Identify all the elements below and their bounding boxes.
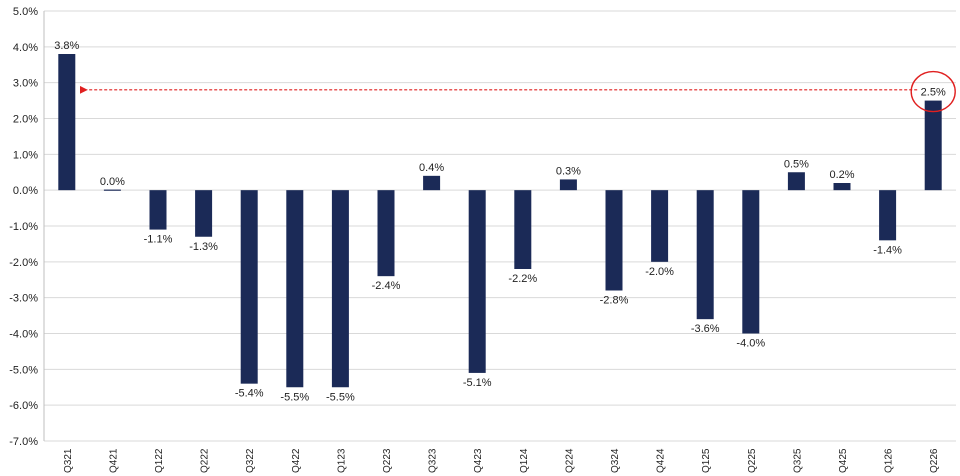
data-label: 0.3%: [556, 165, 581, 177]
data-label: -5.1%: [463, 377, 492, 389]
bar: [103, 189, 121, 191]
bar: [514, 190, 532, 269]
y-tick-label: -4.0%: [9, 329, 38, 341]
x-tick-label: Q224: [564, 448, 575, 473]
x-tick-label: Q424: [656, 448, 667, 473]
x-tick-label: Q322: [245, 448, 256, 473]
data-label: -2.0%: [645, 266, 674, 278]
x-axis: Q321 Q421 Q122 Q222 Q322 Q422 Q123 Q223 Q323 Q423…: [63, 448, 940, 473]
x-tick-label: Q421: [108, 448, 119, 473]
data-label: -1.1%: [144, 234, 173, 246]
x-tick-label: Q323: [428, 448, 439, 473]
bar: [559, 179, 577, 191]
x-tick-label: Q123: [336, 448, 347, 473]
y-axis: 5.0% 4.0% 3.0% 2.0% 1.0% 0.0% -1.0% -2.0% -3.0% -…: [9, 6, 45, 448]
data-label: 2.5%: [921, 87, 946, 99]
bar: [468, 190, 486, 373]
x-tick-label: Q126: [884, 448, 895, 473]
y-tick-label: 0.0%: [13, 185, 38, 197]
bar: [423, 175, 441, 191]
data-label: -1.3%: [189, 241, 218, 253]
bar: [377, 190, 395, 277]
y-tick-label: -5.0%: [9, 364, 38, 376]
y-tick-label: 2.0%: [13, 114, 38, 126]
x-tick-label: Q125: [701, 448, 712, 473]
y-tick-label: -6.0%: [9, 400, 38, 412]
y-tick-label: -3.0%: [9, 293, 38, 305]
bar: [879, 190, 897, 241]
bar: [58, 54, 76, 191]
x-tick-label: Q423: [473, 448, 484, 473]
data-label: -5.4%: [235, 388, 264, 400]
data-label: 0.5%: [784, 158, 809, 170]
data-label: 0.0%: [100, 176, 125, 188]
data-label: -1.4%: [873, 244, 902, 256]
bar: [924, 100, 942, 191]
bar: [240, 190, 258, 384]
highlight-circle: [910, 70, 956, 113]
y-tick-label: -1.0%: [9, 221, 38, 233]
bars: [58, 54, 942, 388]
x-tick-label: Q321: [63, 448, 74, 473]
bar: [605, 190, 623, 291]
data-label: -5.5%: [280, 391, 309, 403]
data-label: -2.8%: [600, 295, 629, 307]
data-label: 0.4%: [419, 162, 444, 174]
y-tick-label: 3.0%: [13, 78, 38, 90]
y-tick-label: 1.0%: [13, 149, 38, 161]
data-label: 0.2%: [829, 169, 854, 181]
data-label: -4.0%: [736, 338, 765, 350]
bar: [787, 172, 805, 191]
bar: [833, 183, 851, 191]
data-label: -3.6%: [691, 323, 720, 335]
bar: [149, 190, 167, 230]
x-tick-label: Q124: [519, 448, 530, 473]
x-tick-label: Q222: [200, 448, 211, 473]
y-tick-label: -7.0%: [9, 436, 38, 448]
bar: [651, 190, 669, 262]
x-tick-label: Q325: [792, 448, 803, 473]
x-tick-label: Q225: [747, 448, 758, 473]
annotation: [79, 70, 956, 113]
bar: [195, 190, 213, 237]
y-tick-label: -2.0%: [9, 257, 38, 269]
data-label: -2.4%: [372, 280, 401, 292]
x-tick-label: Q422: [291, 448, 302, 473]
bar: [696, 190, 714, 320]
bar: [742, 190, 760, 334]
gridlines: [44, 10, 956, 442]
y-tick-label: 4.0%: [13, 42, 38, 54]
data-labels: 3.8% 0.0% -1.1% -1.3% -5.4% -5.5% -5.5% -2.4% 0.…: [54, 40, 946, 403]
x-tick-label: Q425: [838, 448, 849, 473]
x-tick-label: Q122: [154, 448, 165, 473]
x-tick-label: Q223: [382, 448, 393, 473]
data-label: -5.5%: [326, 391, 355, 403]
y-tick-label: 5.0%: [13, 6, 38, 18]
data-label: -2.2%: [508, 273, 537, 285]
x-tick-label: Q226: [929, 448, 940, 473]
x-tick-label: Q324: [610, 448, 621, 473]
data-label: 3.8%: [54, 40, 79, 52]
bar: [286, 190, 304, 388]
bar: [331, 190, 349, 388]
